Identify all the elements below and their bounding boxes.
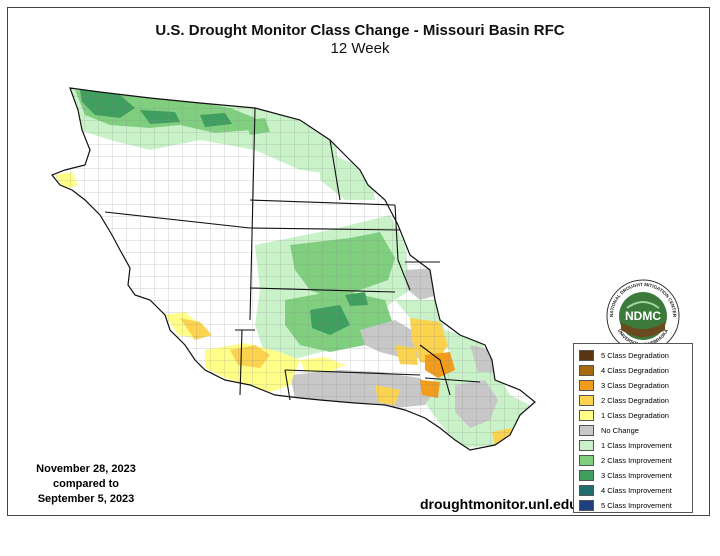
legend-swatch [579, 365, 594, 376]
legend-label: 1 Class Improvement [601, 441, 672, 450]
legend-item: 2 Class Degradation [579, 393, 692, 408]
legend-swatch [579, 455, 594, 466]
legend-item: 4 Class Improvement [579, 483, 692, 498]
website-url: droughtmonitor.unl.edu [420, 496, 578, 512]
drought-change-regions [52, 88, 535, 450]
legend-label: 3 Class Degradation [601, 381, 669, 390]
county-boundaries [52, 88, 535, 450]
map-subtitle: 12 Week [330, 40, 390, 57]
legend-label: 5 Class Degradation [601, 351, 669, 360]
legend-swatch [579, 440, 594, 451]
legend-label: 3 Class Improvement [601, 471, 672, 480]
legend-item: 4 Class Degradation [579, 363, 692, 378]
map-title: U.S. Drought Monitor Class Change - Miss… [155, 22, 565, 39]
date-current: November 28, 2023 [36, 463, 136, 475]
legend-swatch [579, 425, 594, 436]
legend-swatch [579, 380, 594, 391]
legend-item: 1 Class Improvement [579, 438, 692, 453]
legend-item: 3 Class Improvement [579, 468, 692, 483]
legend-item: 1 Class Degradation [579, 408, 692, 423]
legend-label: 2 Class Improvement [601, 456, 672, 465]
ndmc-logo: NDMC NATIONAL DROUGHT MITIGATION CENTER … [605, 278, 681, 354]
date-compared-to: compared to [52, 478, 119, 490]
logo-center-text: NDMC [625, 309, 661, 323]
legend-item: 2 Class Improvement [579, 453, 692, 468]
legend-swatch [579, 485, 594, 496]
legend-label: 4 Class Improvement [601, 486, 672, 495]
legend-label: No Change [601, 426, 639, 435]
state-boundaries [104, 107, 481, 401]
legend-label: 1 Class Degradation [601, 411, 669, 420]
legend-label: 5 Class Improvement [601, 501, 672, 510]
date-previous: September 5, 2023 [37, 493, 135, 505]
legend-label: 2 Class Degradation [601, 396, 669, 405]
legend-item: 5 Class Degradation [579, 348, 692, 363]
legend-item: No Change [579, 423, 692, 438]
legend-item: 5 Class Improvement [579, 498, 692, 513]
legend-label: 4 Class Degradation [601, 366, 669, 375]
legend-swatch [579, 395, 594, 406]
date-comparison: November 28, 2023 compared to September … [26, 462, 146, 507]
legend: 5 Class Degradation 4 Class Degradation 3 … [573, 343, 693, 513]
legend-item: 3 Class Degradation [579, 378, 692, 393]
legend-swatch [579, 500, 594, 511]
legend-swatch [579, 350, 594, 361]
legend-swatch [579, 410, 594, 421]
legend-swatch [579, 470, 594, 481]
